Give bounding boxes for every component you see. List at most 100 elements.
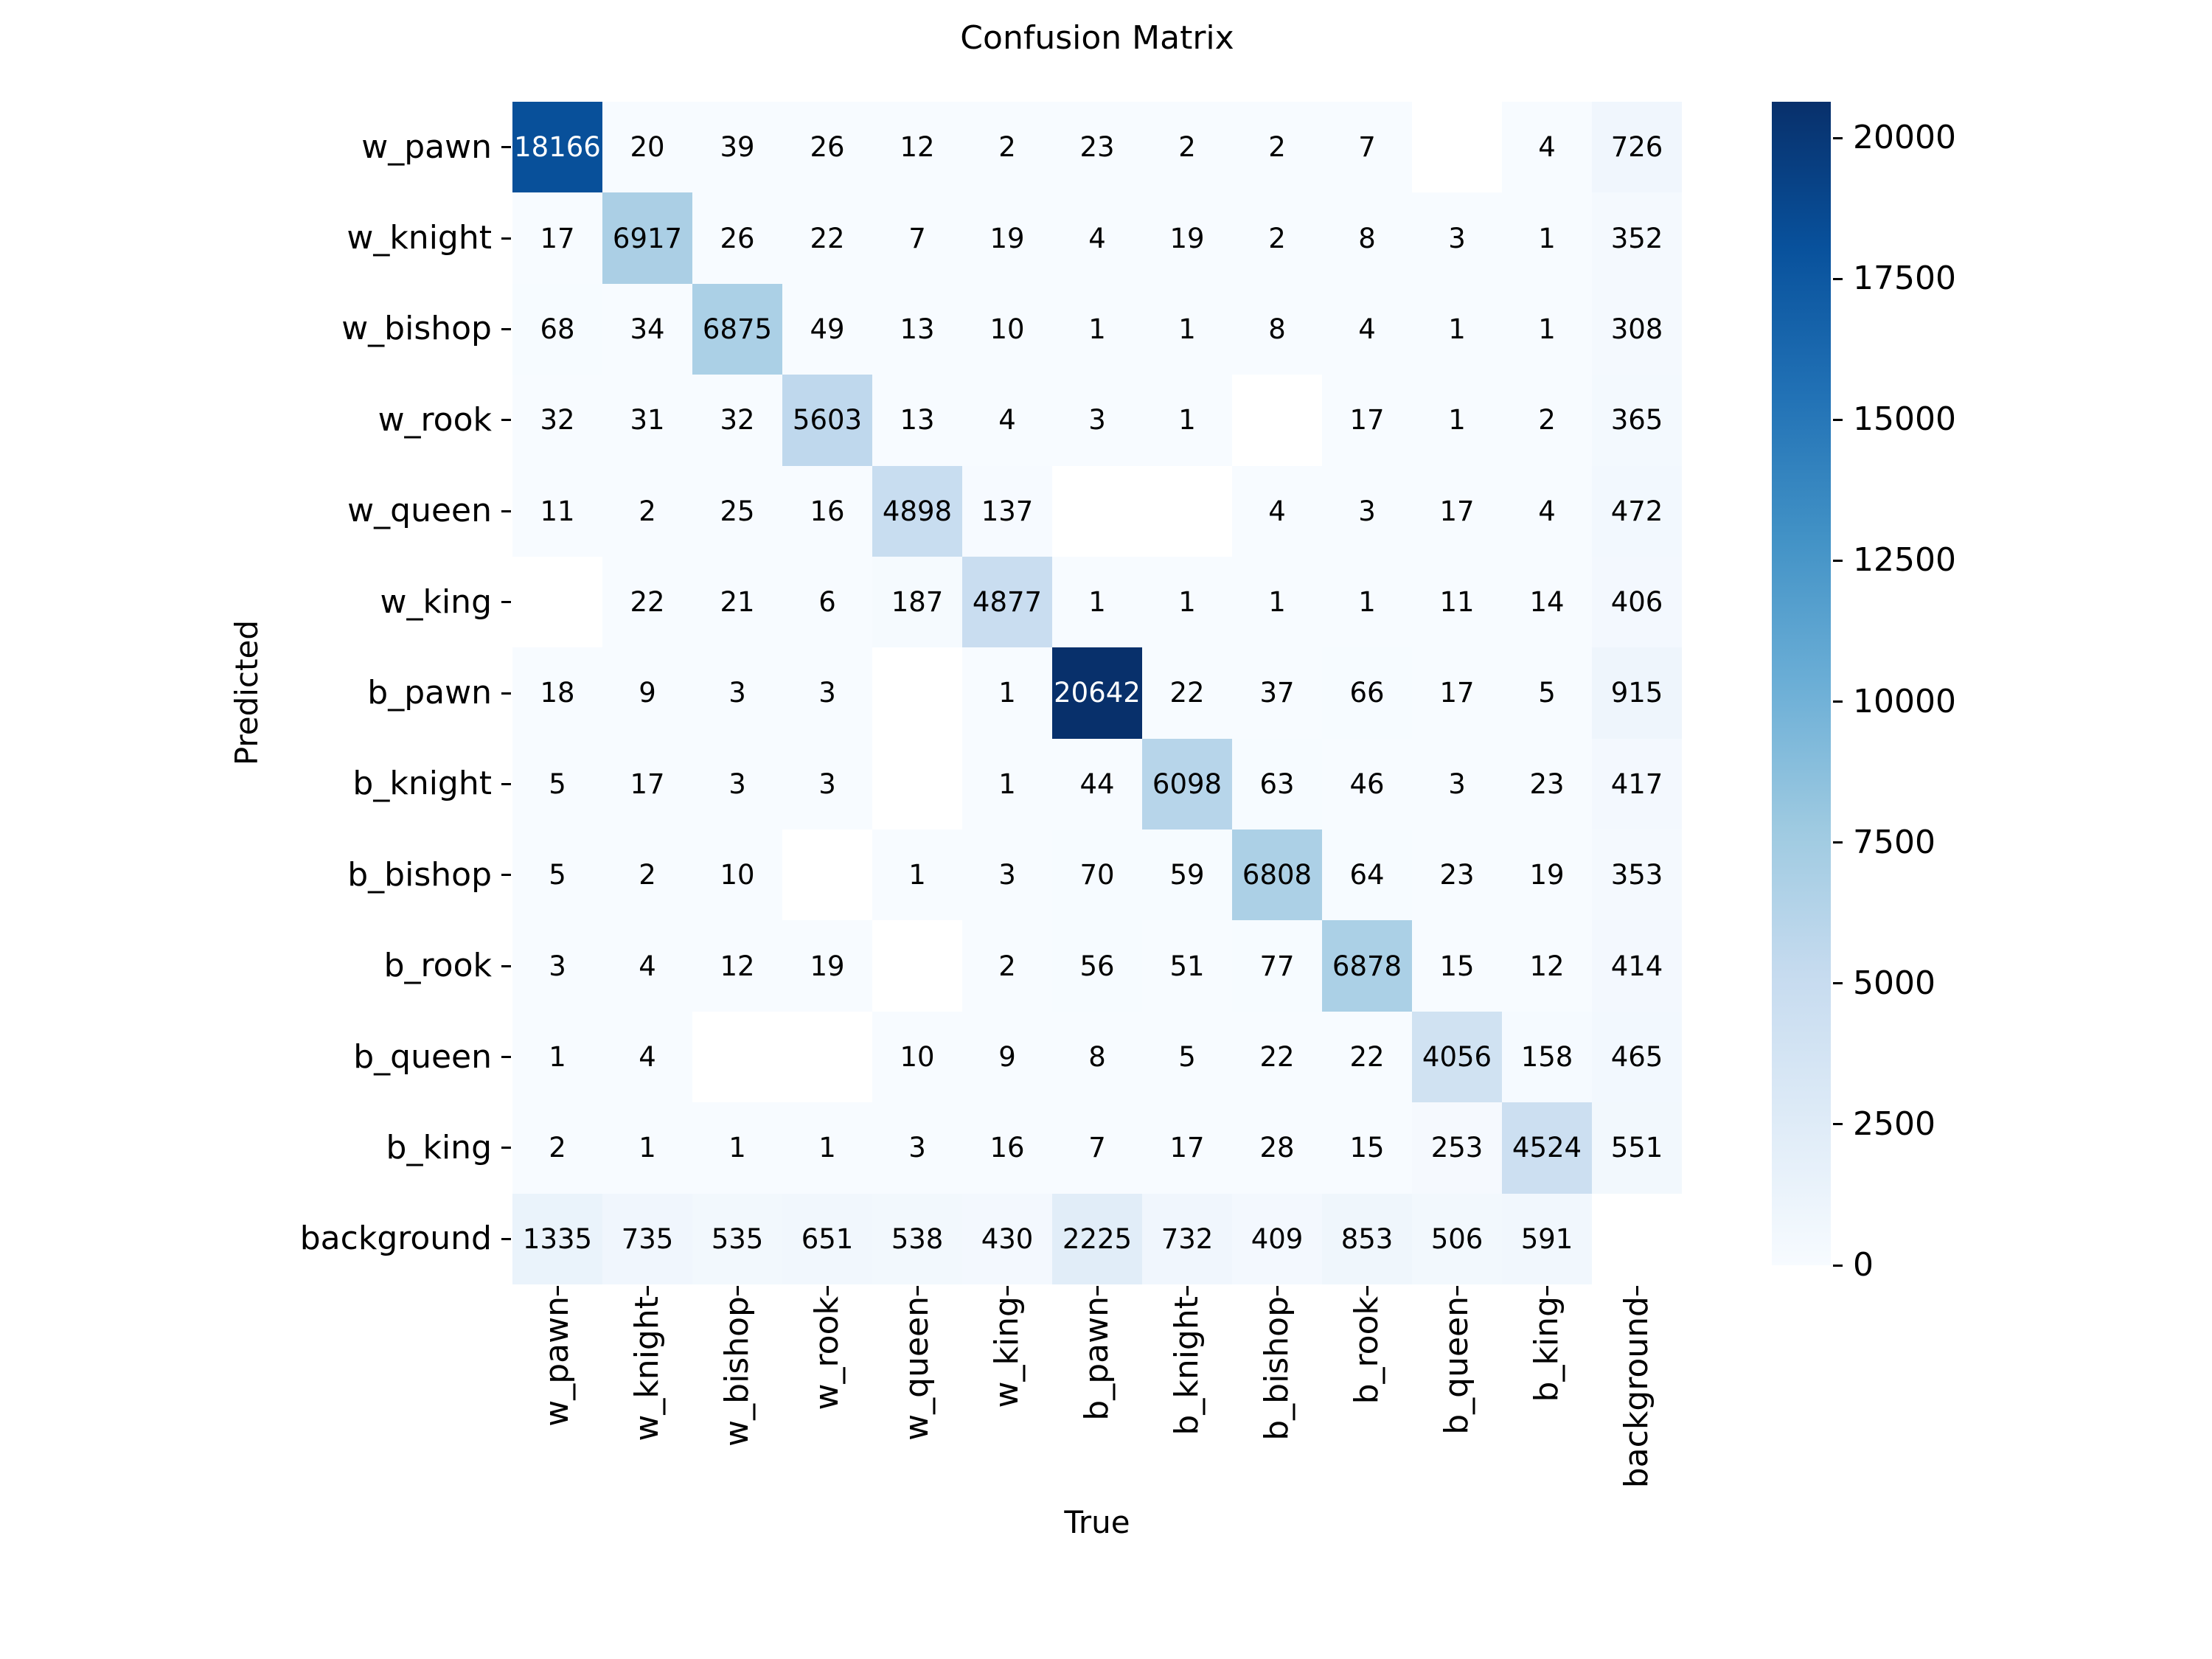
matrix-cell: 6 bbox=[782, 556, 872, 648]
matrix-cell: 365 bbox=[1592, 375, 1682, 466]
tick-mark bbox=[1833, 559, 1843, 562]
tick-mark bbox=[1096, 1286, 1099, 1295]
matrix-cell: 3 bbox=[512, 920, 602, 1012]
tick-mark bbox=[646, 1286, 649, 1295]
matrix-cell: 18166 bbox=[512, 102, 602, 193]
matrix-cell: 59 bbox=[1142, 830, 1232, 921]
matrix-cell bbox=[872, 920, 962, 1012]
tick-mark bbox=[501, 419, 511, 422]
y-axis-tick-labels: w_pawn w_knight w_bishop w_rook w_queen w_kin… bbox=[0, 102, 512, 1284]
matrix-cell: 5 bbox=[1142, 1011, 1232, 1103]
y-tick-label: b_pawn bbox=[367, 674, 492, 712]
matrix-cell: 49 bbox=[782, 283, 872, 375]
matrix-cell: 406 bbox=[1592, 556, 1682, 648]
matrix-cell: 22 bbox=[782, 192, 872, 284]
matrix-cell: 5 bbox=[512, 738, 602, 830]
matrix-cell: 726 bbox=[1592, 102, 1682, 193]
matrix-cell: 19 bbox=[1502, 830, 1592, 921]
colorbar-tick-label: 10000 bbox=[1853, 682, 1956, 720]
tick-mark bbox=[501, 964, 511, 967]
matrix-cell: 19 bbox=[782, 920, 872, 1012]
matrix-cell: 4 bbox=[602, 920, 692, 1012]
matrix-cell: 2 bbox=[1502, 375, 1592, 466]
matrix-cell: 1 bbox=[512, 1011, 602, 1103]
matrix-cell: 353 bbox=[1592, 830, 1682, 921]
colorbar-tick-label: 7500 bbox=[1853, 823, 1935, 861]
matrix-cell: 15 bbox=[1412, 920, 1502, 1012]
matrix-cell: 1 bbox=[1502, 192, 1592, 284]
matrix-cell: 4898 bbox=[872, 465, 962, 557]
matrix-cell: 23 bbox=[1412, 830, 1502, 921]
tick-mark bbox=[1833, 982, 1843, 985]
matrix-cell: 3 bbox=[782, 647, 872, 739]
tick-mark bbox=[501, 146, 511, 149]
y-tick-label: w_king bbox=[380, 582, 492, 621]
chart-title: Confusion Matrix bbox=[960, 19, 1234, 57]
matrix-cell: 32 bbox=[512, 375, 602, 466]
matrix-cell: 1 bbox=[1322, 556, 1412, 648]
tick-mark bbox=[1455, 1286, 1458, 1295]
tick-mark bbox=[1366, 1286, 1368, 1295]
matrix-cell bbox=[692, 1011, 782, 1103]
tick-mark bbox=[1635, 1286, 1638, 1295]
matrix-cell: 352 bbox=[1592, 192, 1682, 284]
matrix-cell: 4524 bbox=[1502, 1102, 1592, 1194]
tick-mark bbox=[826, 1286, 829, 1295]
matrix-cell: 4 bbox=[1052, 192, 1142, 284]
y-tick-label: b_queen bbox=[353, 1037, 492, 1076]
matrix-cell: 1 bbox=[1232, 556, 1322, 648]
tick-mark bbox=[1833, 700, 1843, 703]
tick-mark bbox=[916, 1286, 919, 1295]
matrix-cell: 21 bbox=[692, 556, 782, 648]
matrix-cell: 14 bbox=[1502, 556, 1592, 648]
y-tick-label: b_king bbox=[386, 1128, 492, 1166]
matrix-cell: 1 bbox=[782, 1102, 872, 1194]
tick-mark bbox=[1276, 1286, 1279, 1295]
tick-mark bbox=[1833, 418, 1843, 421]
matrix-cell: 68 bbox=[512, 283, 602, 375]
colorbar-gradient bbox=[1772, 102, 1831, 1265]
tick-mark bbox=[1006, 1286, 1009, 1295]
matrix-cell: 64 bbox=[1322, 830, 1412, 921]
matrix-cell: 22 bbox=[1232, 1011, 1322, 1103]
matrix-cell: 23 bbox=[1052, 102, 1142, 193]
matrix-cell: 18 bbox=[512, 647, 602, 739]
matrix-cell: 8 bbox=[1232, 283, 1322, 375]
matrix-cell: 535 bbox=[692, 1193, 782, 1284]
matrix-cell: 409 bbox=[1232, 1193, 1322, 1284]
matrix-cell: 6098 bbox=[1142, 738, 1232, 830]
matrix-cell: 3 bbox=[1412, 192, 1502, 284]
matrix-cell bbox=[782, 830, 872, 921]
matrix-cell: 538 bbox=[872, 1193, 962, 1284]
matrix-cell: 4 bbox=[602, 1011, 692, 1103]
colorbar-tick-label: 12500 bbox=[1853, 541, 1956, 580]
matrix-cell: 34 bbox=[602, 283, 692, 375]
colorbar-tick-label: 2500 bbox=[1853, 1105, 1935, 1143]
matrix-cell: 17 bbox=[1412, 647, 1502, 739]
matrix-cell: 12 bbox=[1502, 920, 1592, 1012]
matrix-cell: 1335 bbox=[512, 1193, 602, 1284]
matrix-cell: 12 bbox=[692, 920, 782, 1012]
matrix-cell: 2 bbox=[602, 830, 692, 921]
tick-mark bbox=[1186, 1286, 1189, 1295]
matrix-cell: 853 bbox=[1322, 1193, 1412, 1284]
matrix-cell: 158 bbox=[1502, 1011, 1592, 1103]
matrix-cell: 551 bbox=[1592, 1102, 1682, 1194]
matrix-cell: 9 bbox=[962, 1011, 1052, 1103]
matrix-cell: 20642 bbox=[1052, 647, 1142, 739]
matrix-cell: 308 bbox=[1592, 283, 1682, 375]
matrix-cell: 1 bbox=[962, 738, 1052, 830]
matrix-cell: 915 bbox=[1592, 647, 1682, 739]
matrix-cell: 20 bbox=[602, 102, 692, 193]
matrix-cell bbox=[782, 1011, 872, 1103]
matrix-cell: 1 bbox=[1142, 375, 1232, 466]
matrix-cell: 3 bbox=[692, 647, 782, 739]
tick-mark bbox=[501, 601, 511, 604]
matrix-cell: 472 bbox=[1592, 465, 1682, 557]
tick-mark bbox=[1833, 1264, 1843, 1267]
matrix-cell: 25 bbox=[692, 465, 782, 557]
tick-mark bbox=[501, 1147, 511, 1150]
y-tick-label: w_queen bbox=[347, 492, 492, 530]
y-tick-label: w_rook bbox=[378, 400, 492, 439]
